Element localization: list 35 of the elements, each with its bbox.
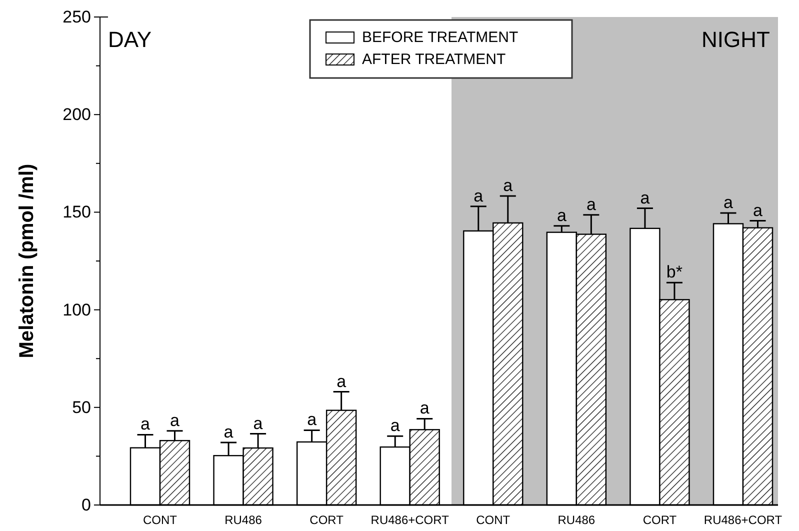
- data-label: a: [724, 192, 734, 212]
- data-label: a: [640, 188, 650, 208]
- y-tick-label: 50: [72, 398, 91, 417]
- y-tick-label: 250: [62, 7, 91, 26]
- x-tick-label: CONT: [143, 513, 178, 527]
- data-label: a: [224, 422, 234, 442]
- annotation: NIGHT: [702, 27, 770, 52]
- annotation: DAY: [108, 27, 152, 52]
- y-tick-label: 100: [62, 300, 91, 320]
- legend-label: AFTER TREATMENT: [362, 51, 506, 68]
- data-label: a: [474, 186, 484, 206]
- x-tick-label: RU486+CORT: [704, 513, 783, 527]
- x-tick-label: RU486: [224, 513, 262, 527]
- data-label: a: [586, 194, 596, 214]
- y-tick-label: 150: [62, 202, 91, 222]
- data-label: a: [253, 414, 264, 433]
- x-tick-label: CORT: [642, 513, 678, 527]
- data-label: a: [307, 410, 318, 430]
- x-tick-label: CONT: [476, 513, 511, 527]
- data-label: a: [420, 398, 430, 418]
- y-tick-label: 200: [62, 105, 91, 124]
- x-tick-label: RU486+CORT: [370, 513, 450, 527]
- y-tick-label: 0: [82, 495, 91, 514]
- data-label: b*: [666, 262, 683, 282]
- data-label: a: [503, 176, 514, 195]
- data-label: a: [336, 372, 347, 391]
- data-label: a: [556, 206, 567, 225]
- data-label: a: [753, 200, 764, 220]
- y-axis-title: Melatonin (pmol /ml): [16, 164, 38, 358]
- legend-label: BEFORE TREATMENT: [362, 29, 518, 46]
- x-tick-label: RU486: [558, 513, 596, 527]
- data-label: a: [390, 416, 400, 436]
- data-label: a: [140, 414, 151, 434]
- data-label: a: [170, 410, 180, 430]
- x-tick-label: CORT: [310, 513, 344, 527]
